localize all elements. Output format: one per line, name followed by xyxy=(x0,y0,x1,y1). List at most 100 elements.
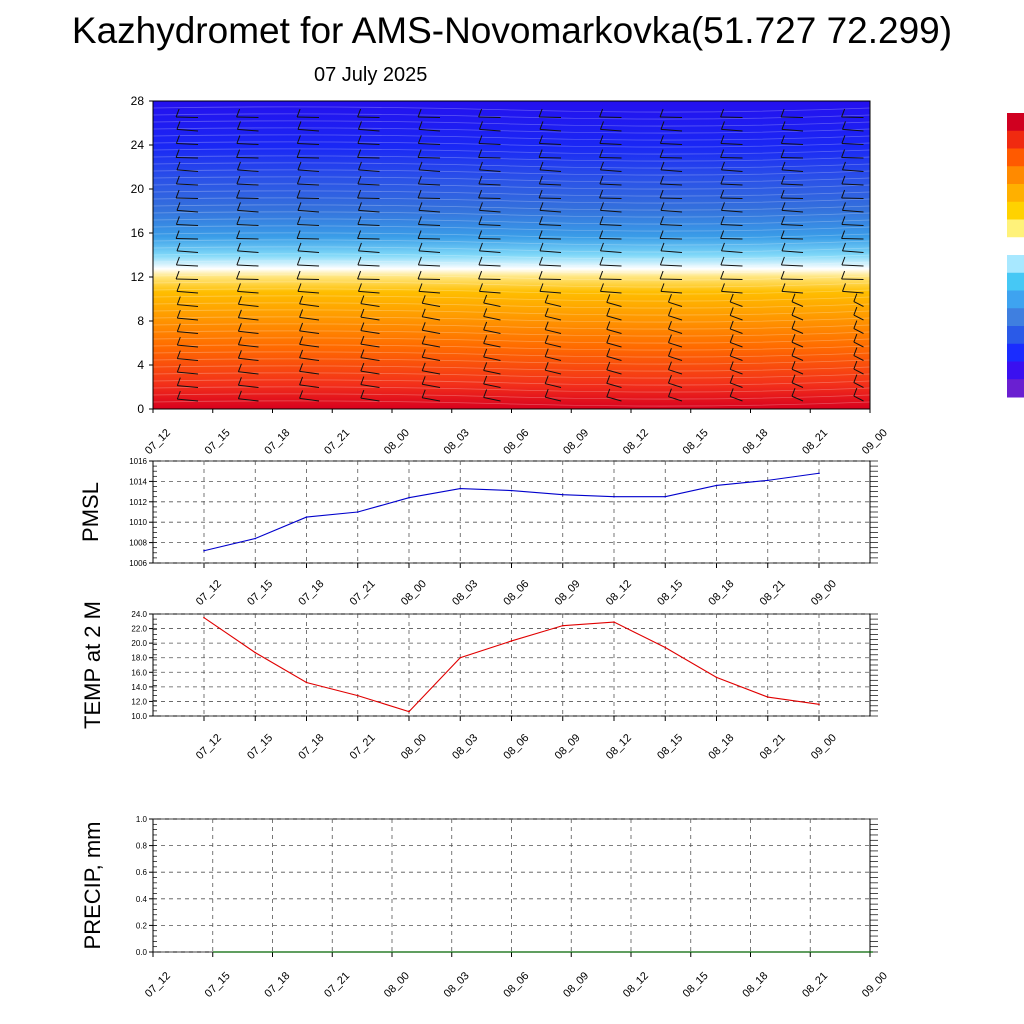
isotherm-contour xyxy=(152,316,871,323)
colorbar-segment xyxy=(1007,255,1024,274)
isotherm-contour xyxy=(152,323,871,330)
isotherm-contour xyxy=(152,372,871,379)
x-tick-label: 08_03 xyxy=(442,427,472,457)
wind-barb-column xyxy=(236,108,259,402)
x-tick-label: 07_12 xyxy=(194,578,224,608)
data-point xyxy=(613,621,615,623)
colorbar-segment xyxy=(1007,184,1024,203)
chart-date: 07 July 2025 xyxy=(314,64,428,86)
x-tick-label: 08_03 xyxy=(442,970,472,1000)
isotherm-contour xyxy=(152,162,871,169)
x-tick-label: 08_09 xyxy=(561,427,591,457)
x-tick-label: 08_09 xyxy=(561,970,591,1000)
x-tick-label: 09_00 xyxy=(809,578,839,608)
x-tick-label: 07_15 xyxy=(203,427,233,457)
colorbar-segment xyxy=(1007,166,1024,185)
x-tick-label: 08_18 xyxy=(740,427,770,457)
colorbar-segment xyxy=(1007,361,1024,380)
chart-title: Kazhydromet for AMS-Novomarkovka(51.727 … xyxy=(71,10,953,51)
y-tick-label: 0.2 xyxy=(136,921,148,930)
y-tick-label: 28 xyxy=(131,94,145,108)
y-tick-label: 18.0 xyxy=(131,654,147,663)
data-point xyxy=(408,710,410,713)
colorbar-segment xyxy=(1007,237,1024,256)
x-tick-label: 08_06 xyxy=(501,970,531,1000)
y-tick-label: 1012 xyxy=(129,498,147,507)
wind-barb-column xyxy=(720,108,743,402)
y-tick-label: 20 xyxy=(131,182,145,196)
data-point xyxy=(408,496,410,499)
data-point xyxy=(254,651,257,654)
isotherm-contour xyxy=(152,148,871,155)
isotherm-contour xyxy=(152,176,871,183)
isotherm-contour xyxy=(152,253,871,260)
x-tick-label: 08_03 xyxy=(450,732,480,762)
x-tick-label: 08_03 xyxy=(450,578,480,608)
x-tick-label: 07_18 xyxy=(296,732,326,762)
colorbar-segment xyxy=(1007,148,1024,167)
data-point xyxy=(203,616,205,619)
wind-barb-column xyxy=(659,108,683,402)
isotherm-contour xyxy=(152,302,871,309)
x-tick-label: 08_09 xyxy=(553,578,583,608)
y-tick-label: 20.0 xyxy=(131,639,147,648)
x-tick-label: 07_21 xyxy=(322,427,352,457)
y-tick-label: 4 xyxy=(137,358,144,372)
x-tick-label: 07_18 xyxy=(296,578,326,608)
y-tick-label: 0 xyxy=(137,402,144,416)
wind-barb-column xyxy=(296,108,320,402)
x-tick-label: 08_21 xyxy=(800,970,830,1000)
x-tick-label: 08_15 xyxy=(655,732,685,762)
data-point xyxy=(766,479,769,482)
x-tick-label: 07_15 xyxy=(245,578,275,608)
isotherm-contour xyxy=(152,211,871,218)
isotherm-contour xyxy=(152,288,871,295)
data-point xyxy=(510,640,513,642)
wind-barb-column xyxy=(478,108,501,402)
x-tick-label: 07_21 xyxy=(348,732,378,762)
colorbar-segment xyxy=(1007,379,1024,398)
colorbar-segment xyxy=(1007,201,1024,220)
x-tick-label: 08_21 xyxy=(758,732,788,762)
wind-barb-column xyxy=(599,108,622,402)
x-tick-label: 09_00 xyxy=(860,970,890,1000)
isotherm-contour xyxy=(152,281,871,288)
isotherm-contour xyxy=(152,267,871,274)
isotherm-contour xyxy=(152,232,871,239)
y-tick-label: 0.8 xyxy=(136,842,148,851)
isotherm-contour xyxy=(152,190,871,197)
y-tick-label: 1006 xyxy=(129,559,147,568)
isotherm-contour xyxy=(152,386,871,393)
y-tick-label: 1016 xyxy=(129,457,147,466)
isotherm-contour xyxy=(152,204,871,211)
y-tick-label: 16.0 xyxy=(131,668,147,677)
colorbar-segment xyxy=(1007,130,1024,149)
isotherm-contour xyxy=(152,379,871,386)
wind-barb-column xyxy=(357,108,380,402)
x-tick-label: 09_00 xyxy=(809,732,839,762)
x-tick-label: 07_15 xyxy=(203,970,233,1000)
isotherm-contour xyxy=(152,218,871,225)
wind-barb-column xyxy=(841,108,864,402)
data-point xyxy=(356,694,359,697)
data-point xyxy=(561,493,564,496)
x-tick-label: 07_12 xyxy=(143,427,173,457)
pmsl-axis-label: PMSL xyxy=(78,482,103,542)
x-tick-label: 08_21 xyxy=(758,578,788,608)
x-tick-label: 07_12 xyxy=(143,970,173,1000)
y-tick-label: 1014 xyxy=(129,477,147,486)
colorbar-segment xyxy=(1007,272,1024,291)
data-point xyxy=(715,676,718,679)
data-point xyxy=(254,537,257,540)
temperature-cross-section xyxy=(153,101,870,409)
wind-barb-column xyxy=(417,108,441,402)
data-point xyxy=(664,495,667,498)
data-point xyxy=(613,495,615,498)
y-tick-label: 22.0 xyxy=(131,625,147,634)
x-tick-label: 08_06 xyxy=(501,578,531,608)
data-point xyxy=(664,646,667,649)
isotherm-contour xyxy=(152,246,871,253)
isotherm-contour xyxy=(152,344,871,351)
x-tick-label: 07_18 xyxy=(262,970,292,1000)
